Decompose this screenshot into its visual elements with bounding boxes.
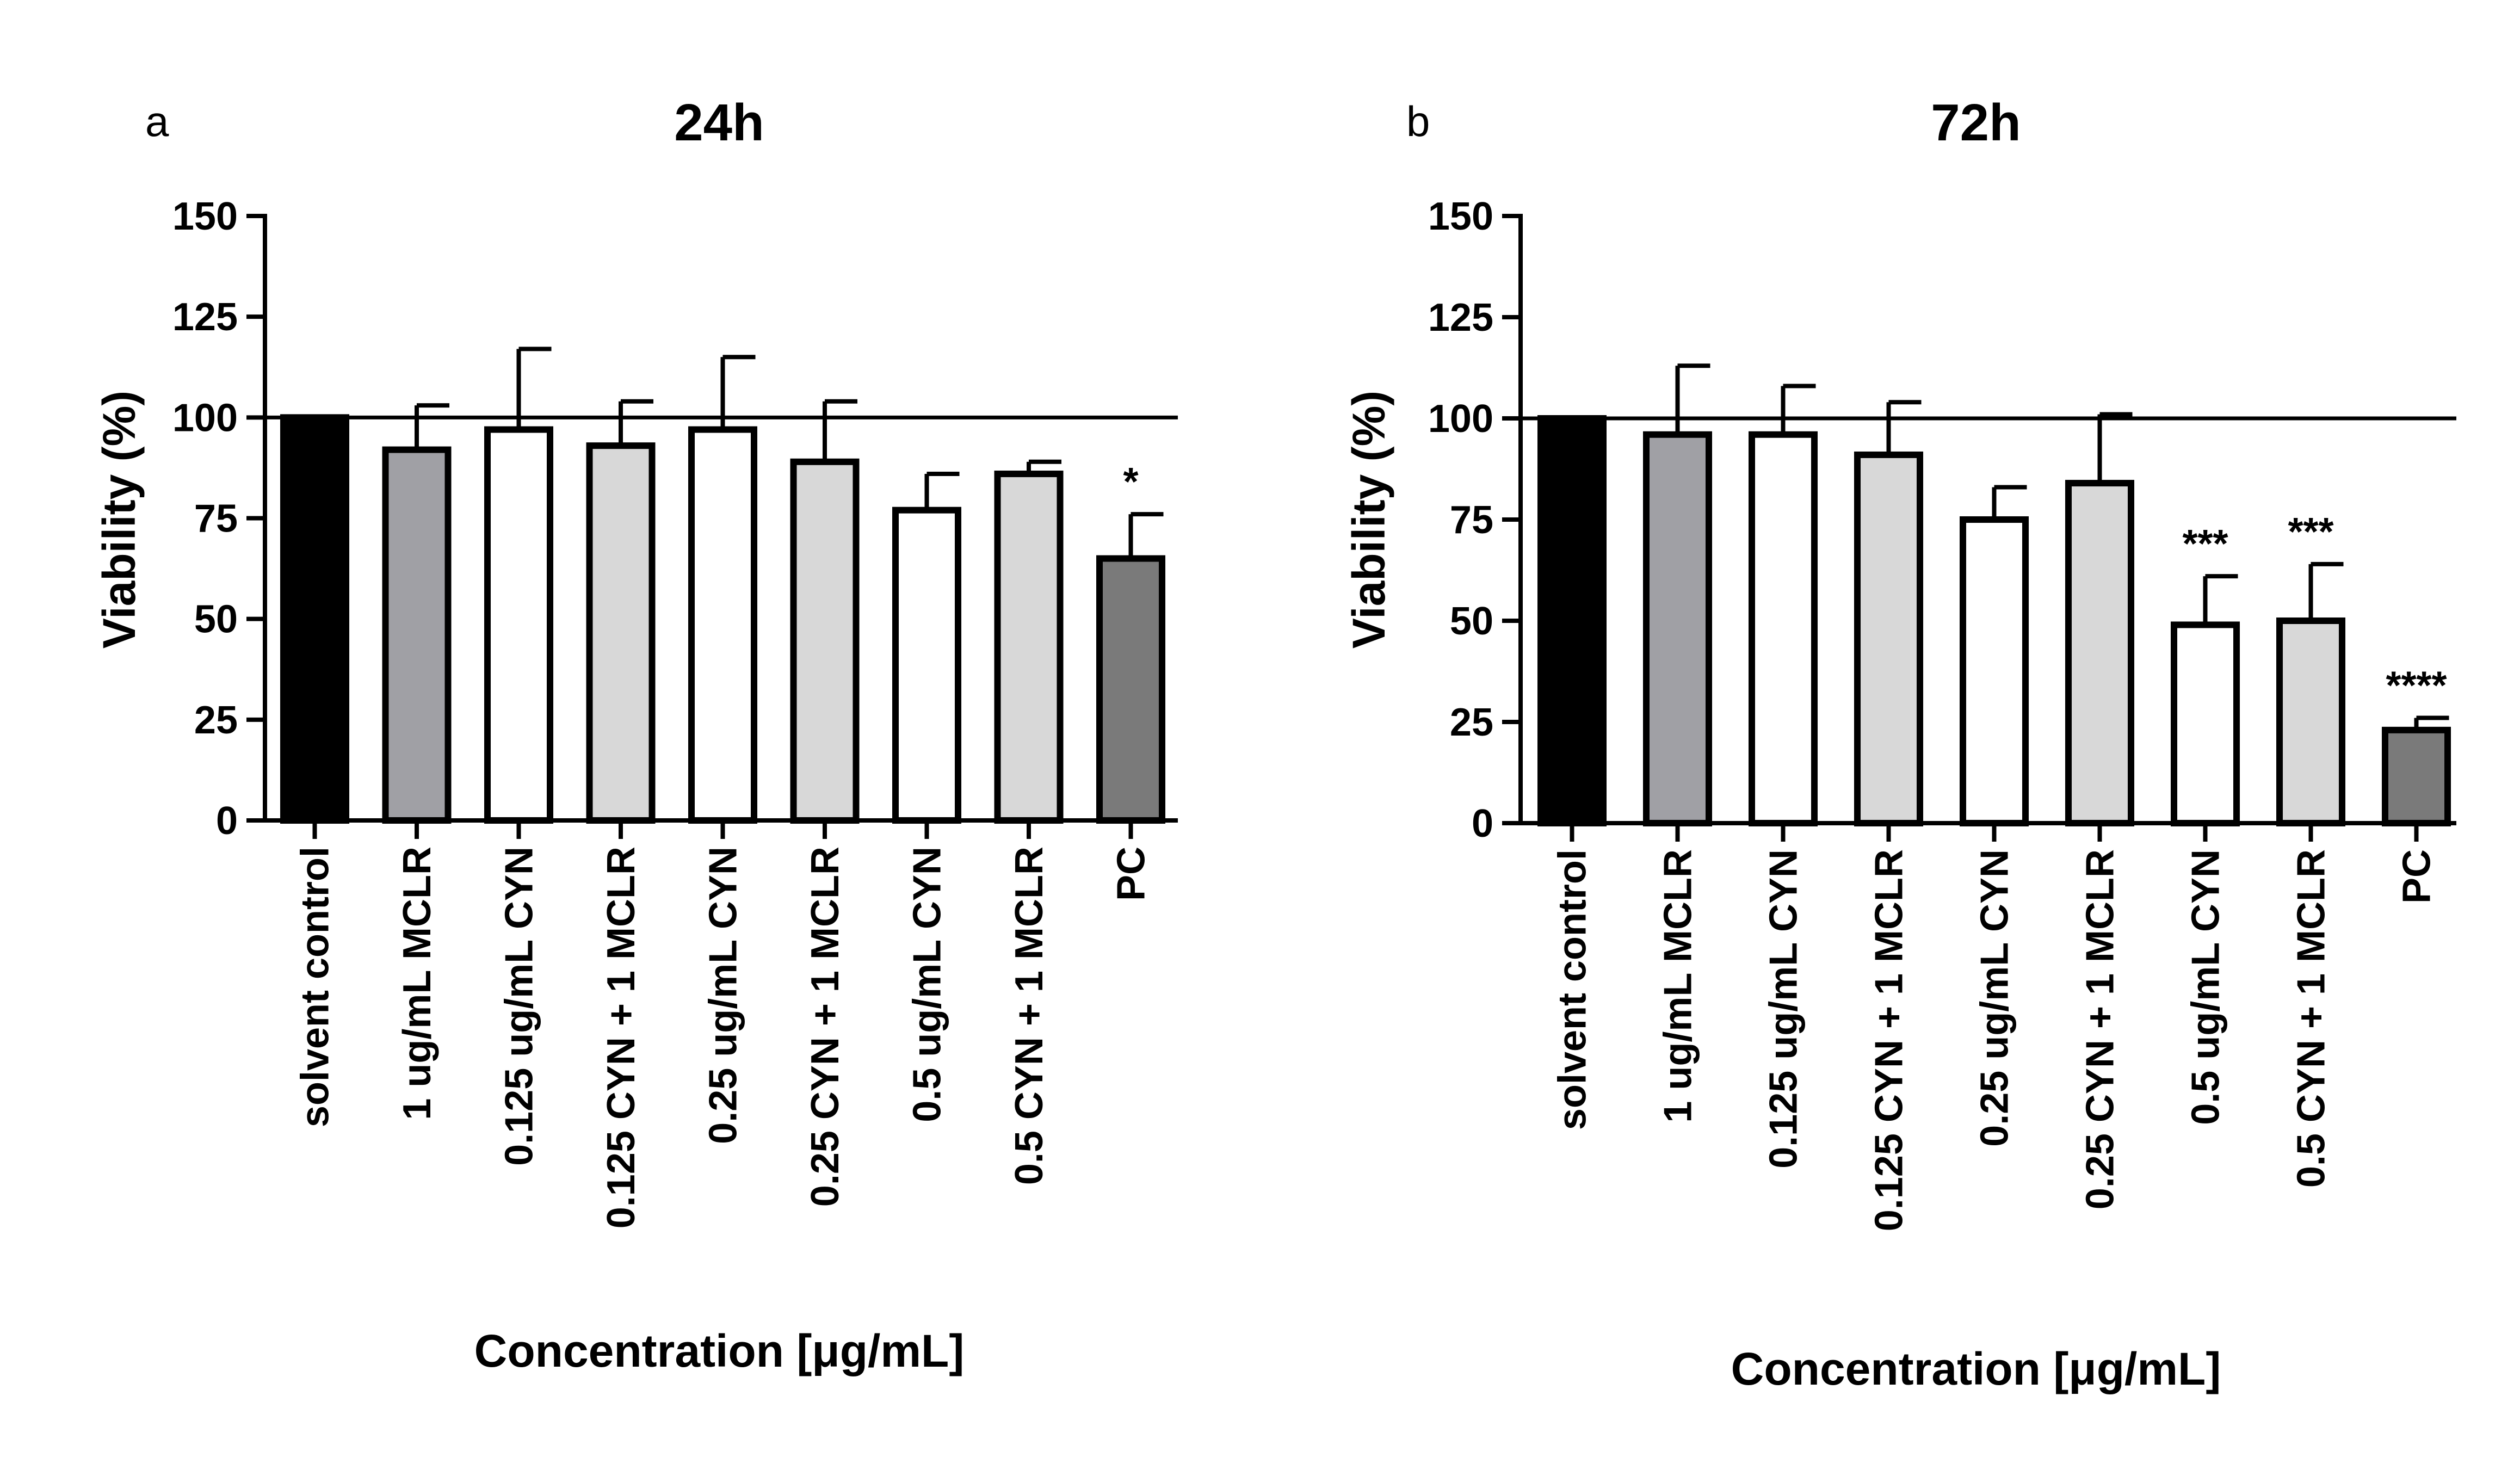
bar[interactable] [892, 507, 961, 824]
x-tick-label: 0.5 CYN + 1 MCLR [2290, 849, 2333, 1188]
panel-label: a [145, 97, 169, 145]
bar[interactable] [2382, 726, 2451, 826]
y-tick-label: 50 [1450, 600, 1493, 643]
y-tick-label: 100 [172, 396, 238, 440]
bar[interactable] [586, 442, 656, 824]
x-tick-label: 0.5 CYN + 1 MCLR [1008, 847, 1051, 1185]
y-axis-label: Viability (%) [1343, 391, 1394, 649]
y-tick-label: 0 [216, 799, 238, 843]
bar[interactable] [382, 446, 452, 824]
bar[interactable] [1643, 431, 1712, 826]
x-axis-label: Concentration [μg/mL] [1731, 1343, 2221, 1394]
x-tick-label: 0.25 CYN + 1 MCLR [804, 847, 847, 1207]
x-tick-label: PC [1110, 847, 1153, 901]
y-tick-label: 125 [1428, 296, 1493, 339]
bar[interactable] [1096, 555, 1165, 824]
bar[interactable] [2171, 621, 2240, 826]
bar[interactable] [688, 426, 757, 824]
y-tick-label: 125 [172, 295, 238, 339]
bar[interactable] [484, 426, 553, 824]
chart-marks: * 0 25 50 75 100 125 150 solvent control 1 ug/mL … [172, 195, 1178, 1228]
bar[interactable] [280, 414, 349, 824]
y-tick-label: 25 [194, 699, 238, 742]
x-tick-label: 0.25 CYN + 1 MCLR [2079, 849, 2122, 1209]
bar[interactable] [790, 458, 860, 824]
x-tick-label: PC [2395, 849, 2439, 904]
y-axis-label: Viability (%) [94, 391, 145, 649]
x-tick-label: 0.25 ug/mL CYN [1973, 849, 2017, 1147]
y-tick-label: 75 [1450, 498, 1493, 542]
y-tick-label: 0 [1472, 802, 1493, 845]
x-tick-label: solvent control [294, 847, 337, 1127]
significance-label: **** [2386, 664, 2447, 708]
significance-label: * [1123, 460, 1138, 504]
x-axis-label: Concentration [μg/mL] [474, 1325, 965, 1376]
x-tick-label: 0.5 ug/mL CYN [2184, 849, 2228, 1125]
x-tick-label: 0.25 ug/mL CYN [702, 847, 745, 1144]
y-tick-label: 25 [1450, 701, 1493, 744]
bar[interactable] [1960, 516, 2029, 826]
panel-label: b [1406, 97, 1430, 145]
x-tick-label: 0.5 ug/mL CYN [906, 847, 949, 1122]
x-tick-label: solvent control [1551, 849, 1595, 1130]
x-tick-label: 0.125 CYN + 1 MCLR [1868, 849, 1911, 1231]
bar[interactable] [1854, 451, 1923, 826]
chart-panel-a: a 24h Viability (%) Concentration [μg/mL… [94, 94, 1178, 1376]
chart-title: 72h [1931, 94, 2021, 152]
x-tick-label: 1 ug/mL MCLR [396, 847, 439, 1120]
bar[interactable] [2065, 480, 2134, 826]
y-tick-label: 150 [172, 195, 238, 238]
chart-title: 24h [674, 94, 764, 152]
x-tick-label: 0.125 ug/mL CYN [498, 847, 541, 1166]
y-tick-label: 150 [1428, 195, 1493, 238]
x-tick-label: 0.125 ug/mL CYN [1762, 849, 1806, 1169]
bar[interactable] [1749, 431, 1818, 826]
chart-panel-b: b 72h Viability (%) Concentration [μg/mL… [1343, 94, 2456, 1394]
x-tick-label: 0.125 CYN + 1 MCLR [600, 847, 643, 1228]
y-tick-label: 100 [1428, 397, 1493, 441]
bar[interactable] [2276, 618, 2345, 826]
bar[interactable] [994, 471, 1064, 824]
y-tick-label: 50 [194, 598, 238, 641]
x-tick-label: 1 ug/mL MCLR [1657, 849, 1700, 1123]
significance-label: *** [2288, 510, 2333, 554]
significance-label: *** [2182, 522, 2228, 566]
y-tick-label: 75 [194, 497, 238, 541]
bar[interactable] [1537, 415, 1607, 826]
